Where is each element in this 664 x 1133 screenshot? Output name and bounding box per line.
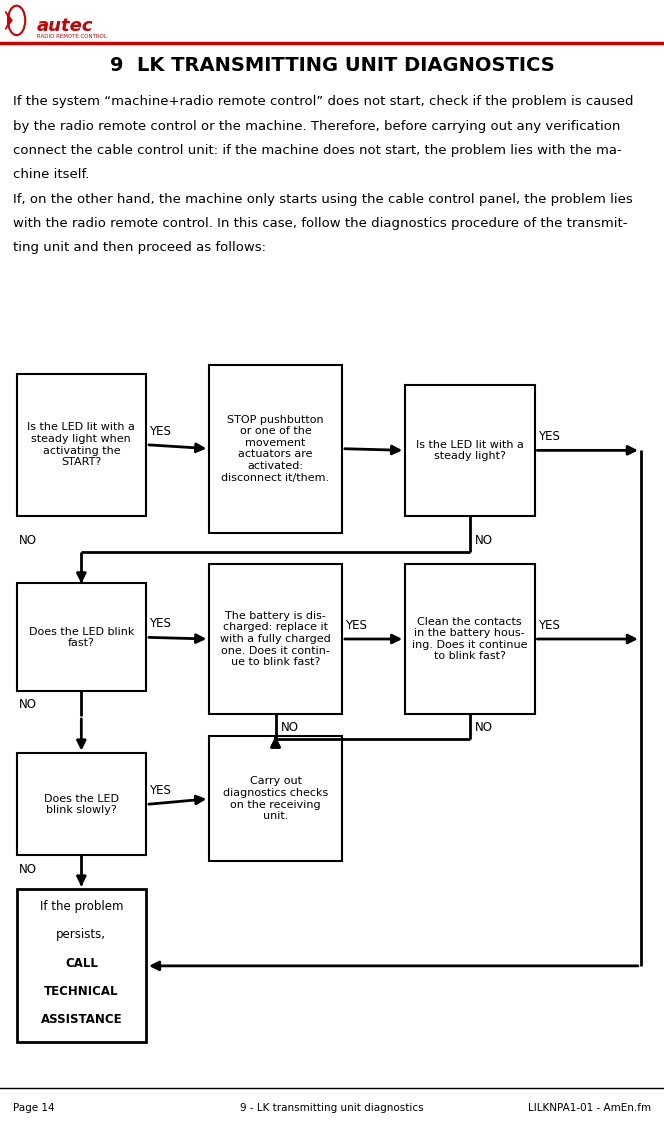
- Text: Clean the contacts
in the battery hous-
ing. Does it continue
to blink fast?: Clean the contacts in the battery hous- …: [412, 616, 527, 662]
- Text: 9 - LK transmitting unit diagnostics: 9 - LK transmitting unit diagnostics: [240, 1104, 424, 1113]
- Text: YES: YES: [149, 425, 171, 437]
- Text: ASSISTANCE: ASSISTANCE: [41, 1013, 122, 1026]
- FancyBboxPatch shape: [17, 889, 146, 1042]
- Text: Is the LED lit with a
steady light when
activating the
START?: Is the LED lit with a steady light when …: [27, 423, 135, 467]
- Text: autec: autec: [37, 17, 93, 35]
- Text: CALL: CALL: [65, 956, 98, 970]
- Text: persists,: persists,: [56, 928, 106, 942]
- Text: If the system “machine+radio remote control” does not start, check if the proble: If the system “machine+radio remote cont…: [13, 95, 633, 108]
- Text: NO: NO: [19, 534, 37, 547]
- FancyBboxPatch shape: [209, 736, 342, 861]
- FancyBboxPatch shape: [209, 564, 342, 714]
- Text: If the problem: If the problem: [40, 900, 123, 913]
- Text: YES: YES: [149, 784, 171, 798]
- Text: by the radio remote control or the machine. Therefore, before carrying out any v: by the radio remote control or the machi…: [13, 119, 621, 133]
- FancyBboxPatch shape: [17, 583, 146, 691]
- Text: TECHNICAL: TECHNICAL: [44, 985, 119, 998]
- FancyBboxPatch shape: [209, 365, 342, 533]
- Text: If, on the other hand, the machine only starts using the cable control panel, th: If, on the other hand, the machine only …: [13, 193, 633, 205]
- Text: NO: NO: [475, 721, 493, 734]
- Text: YES: YES: [149, 617, 171, 630]
- Text: STOP pushbutton
or one of the
movement
actuators are
activated:
disconnect it/th: STOP pushbutton or one of the movement a…: [222, 415, 329, 483]
- Text: RADIO REMOTE CONTROL: RADIO REMOTE CONTROL: [37, 34, 106, 39]
- Text: 9  LK TRANSMITTING UNIT DIAGNOSTICS: 9 LK TRANSMITTING UNIT DIAGNOSTICS: [110, 57, 554, 75]
- Text: LILKNPA1-01 - AmEn.fm: LILKNPA1-01 - AmEn.fm: [528, 1104, 651, 1113]
- Text: connect the cable control unit: if the machine does not start, the problem lies : connect the cable control unit: if the m…: [13, 144, 622, 156]
- Text: NO: NO: [281, 721, 299, 734]
- FancyBboxPatch shape: [17, 753, 146, 855]
- Polygon shape: [5, 11, 12, 29]
- Text: Does the LED
blink slowly?: Does the LED blink slowly?: [44, 793, 119, 816]
- Text: Is the LED lit with a
steady light?: Is the LED lit with a steady light?: [416, 440, 524, 461]
- FancyBboxPatch shape: [405, 385, 535, 516]
- Text: NO: NO: [475, 534, 493, 547]
- Text: YES: YES: [538, 619, 560, 632]
- Text: NO: NO: [19, 698, 37, 712]
- Text: Carry out
diagnostics checks
on the receiving
unit.: Carry out diagnostics checks on the rece…: [223, 776, 328, 821]
- FancyBboxPatch shape: [405, 564, 535, 714]
- Text: with the radio remote control. In this case, follow the diagnostics procedure of: with the radio remote control. In this c…: [13, 218, 627, 230]
- Text: YES: YES: [345, 619, 367, 632]
- Text: ting unit and then proceed as follows:: ting unit and then proceed as follows:: [13, 241, 266, 254]
- Text: Page 14: Page 14: [13, 1104, 55, 1113]
- Text: NO: NO: [19, 862, 37, 876]
- Text: chine itself.: chine itself.: [13, 168, 90, 181]
- FancyBboxPatch shape: [17, 374, 146, 516]
- Text: Does the LED blink
fast?: Does the LED blink fast?: [29, 627, 134, 648]
- Text: YES: YES: [538, 431, 560, 443]
- Text: The battery is dis-
charged: replace it
with a fully charged
one. Does it contin: The battery is dis- charged: replace it …: [220, 611, 331, 667]
